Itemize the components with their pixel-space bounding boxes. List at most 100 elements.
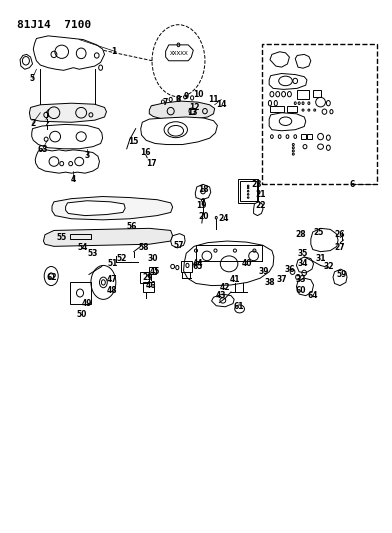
Text: 65: 65 [193, 262, 203, 271]
Polygon shape [296, 257, 314, 273]
Bar [240, 181, 257, 201]
Text: 22: 22 [255, 201, 265, 210]
Text: 13: 13 [187, 108, 197, 117]
Polygon shape [149, 101, 215, 120]
Polygon shape [296, 278, 314, 296]
Polygon shape [33, 36, 105, 70]
Text: 25: 25 [314, 228, 324, 237]
Bar [69, 282, 91, 304]
Text: 27: 27 [335, 244, 345, 253]
Text: 56: 56 [127, 222, 137, 231]
Text: 39: 39 [259, 268, 269, 276]
Text: 9: 9 [183, 92, 189, 101]
Polygon shape [29, 103, 107, 122]
Text: 16: 16 [140, 148, 151, 157]
Bar [297, 90, 309, 100]
Text: 43: 43 [216, 291, 227, 300]
Polygon shape [333, 269, 347, 286]
Text: 36: 36 [284, 265, 295, 273]
Text: 35: 35 [298, 249, 308, 258]
Text: 33: 33 [296, 275, 306, 284]
Bar [270, 107, 283, 112]
Polygon shape [270, 52, 289, 67]
Text: 29: 29 [142, 272, 152, 281]
Circle shape [44, 266, 58, 286]
Polygon shape [44, 228, 172, 246]
Text: 55: 55 [56, 233, 67, 242]
Text: 63: 63 [37, 146, 47, 155]
Bar [301, 134, 306, 139]
Text: 51: 51 [107, 260, 118, 268]
Text: 57: 57 [173, 241, 184, 250]
Polygon shape [35, 150, 100, 173]
Text: 81J14  7100: 81J14 7100 [17, 20, 91, 30]
Text: 64: 64 [307, 291, 318, 300]
Text: 17: 17 [146, 159, 156, 167]
Polygon shape [32, 124, 103, 149]
Text: 8: 8 [176, 95, 181, 104]
Text: 44: 44 [193, 260, 203, 268]
Text: 14: 14 [216, 100, 227, 109]
Text: 58: 58 [138, 244, 149, 253]
Text: 54: 54 [78, 244, 88, 253]
Text: 52: 52 [117, 254, 127, 263]
Text: 23: 23 [251, 180, 261, 189]
Bar [149, 266, 156, 274]
Text: XXXXX: XXXXX [169, 51, 188, 56]
Bar [69, 233, 91, 239]
Text: 3: 3 [84, 151, 90, 160]
Text: 26: 26 [335, 230, 345, 239]
Text: 49: 49 [82, 299, 92, 308]
Text: 34: 34 [298, 260, 308, 268]
Polygon shape [269, 74, 307, 90]
Text: 48: 48 [107, 286, 118, 295]
Text: 6: 6 [349, 180, 354, 189]
Bar [143, 282, 154, 292]
Text: 18: 18 [198, 185, 209, 194]
Text: 45: 45 [150, 268, 160, 276]
Bar [287, 107, 297, 112]
Text: 61: 61 [234, 302, 244, 311]
Text: 5: 5 [30, 74, 35, 83]
Text: 31: 31 [315, 254, 326, 263]
Text: 20: 20 [198, 212, 209, 221]
Polygon shape [254, 202, 263, 216]
Text: 11: 11 [208, 95, 219, 104]
Text: 59: 59 [337, 270, 347, 279]
Polygon shape [52, 197, 172, 220]
Bar [238, 179, 258, 203]
Text: 15: 15 [129, 138, 139, 147]
Text: 7: 7 [162, 98, 167, 107]
Text: 19: 19 [197, 201, 207, 210]
Text: 12: 12 [189, 103, 199, 112]
Text: 42: 42 [220, 283, 230, 292]
Polygon shape [65, 201, 125, 216]
Text: 21: 21 [255, 190, 265, 199]
Text: 2: 2 [30, 119, 35, 128]
Text: 24: 24 [218, 214, 229, 223]
Text: 53: 53 [88, 249, 98, 258]
Polygon shape [195, 184, 211, 200]
Bar [307, 134, 312, 139]
Text: 10: 10 [193, 90, 203, 99]
Polygon shape [295, 54, 311, 68]
Text: 28: 28 [296, 230, 307, 239]
Polygon shape [183, 241, 274, 286]
Bar [313, 91, 321, 97]
Polygon shape [311, 228, 338, 252]
Text: 46: 46 [146, 280, 156, 289]
Circle shape [152, 25, 205, 97]
Bar [140, 272, 149, 284]
Polygon shape [212, 294, 234, 307]
Text: 60: 60 [296, 286, 306, 295]
Bar [181, 261, 192, 272]
Text: 32: 32 [323, 262, 334, 271]
Text: 40: 40 [241, 260, 252, 268]
Text: 50: 50 [76, 310, 86, 319]
Bar [262, 44, 377, 184]
Polygon shape [171, 233, 185, 248]
Text: 62: 62 [47, 272, 57, 281]
Text: 1: 1 [112, 47, 117, 56]
Text: 38: 38 [265, 278, 275, 287]
Text: 47: 47 [107, 275, 118, 284]
